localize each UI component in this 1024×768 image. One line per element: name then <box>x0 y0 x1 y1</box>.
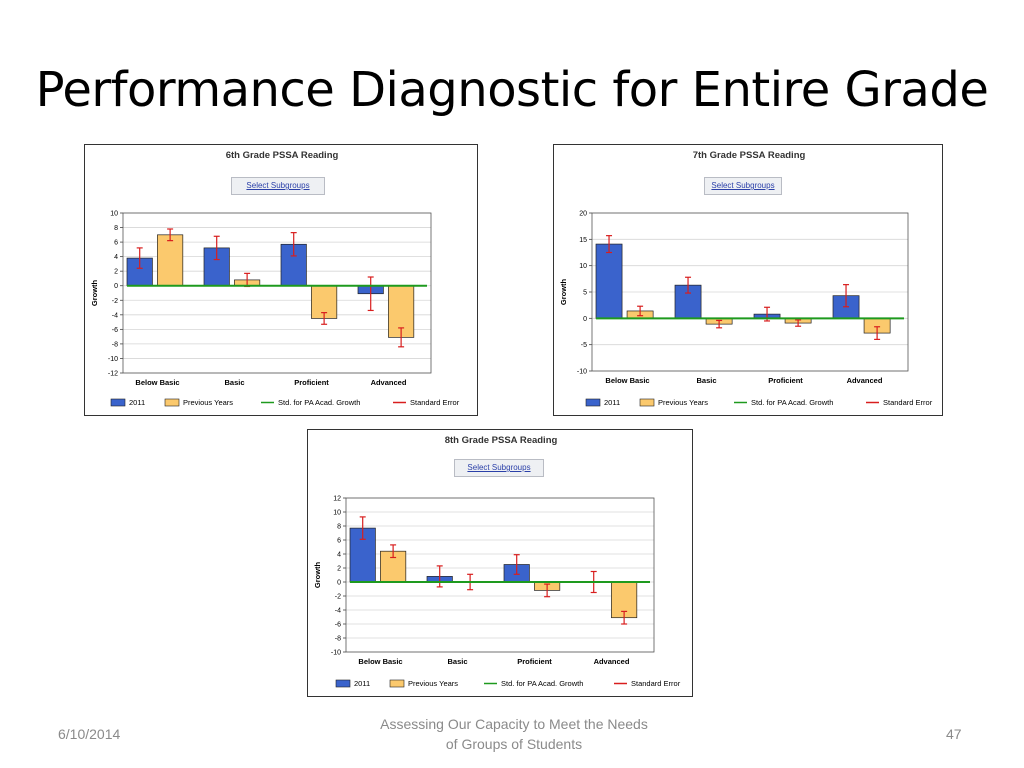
plot-area <box>591 212 909 372</box>
select-subgroups-button[interactable]: Select Subgroups <box>231 177 325 195</box>
legend-swatch-2011 <box>585 398 601 407</box>
legend-swatch-previous-years <box>164 398 180 407</box>
x-tick-label: Advanced <box>371 378 407 387</box>
y-tick-label: -5 <box>581 342 587 349</box>
y-tick-label: 6 <box>114 240 118 247</box>
page-number: 47 <box>946 726 962 742</box>
y-tick-label: 0 <box>337 580 341 587</box>
y-tick-label: -10 <box>331 650 341 657</box>
y-tick-label: 20 <box>579 211 587 218</box>
x-tick-label: Proficient <box>294 378 329 387</box>
chart-title: 7th Grade PSSA Reading <box>693 150 806 161</box>
y-tick-label: 4 <box>114 254 118 261</box>
x-tick-label: Below Basic <box>358 657 402 666</box>
y-tick-label: 10 <box>110 211 118 218</box>
select-subgroups-button[interactable]: Select Subgroups <box>454 459 544 477</box>
y-tick-label: -4 <box>335 608 341 615</box>
legend-label-previous-years: Previous Years <box>183 398 233 407</box>
y-tick-label: 0 <box>114 283 118 290</box>
chart-panel-8th-grade: Select Subgroups 8th Grade PSSA Reading 1… <box>307 429 693 697</box>
footer-center-line2: of Groups of Students <box>445 736 583 752</box>
y-tick-label: -4 <box>112 312 118 319</box>
legend-label-standard-error: Standard Error <box>410 398 460 407</box>
plot-area <box>345 497 655 653</box>
legend-swatch-2011 <box>335 679 351 688</box>
chart-7th-grade-svg: 7th Grade PSSA Reading 20 15 10 5 0 -5 -10 Growt… <box>559 150 933 407</box>
select-subgroups-button[interactable]: Select Subgroups <box>704 177 782 195</box>
footer-center-line1: Assessing Our Capacity to Meet the Needs <box>380 716 648 732</box>
x-tick-label: Proficient <box>768 376 803 385</box>
y-tick-label: -8 <box>335 636 341 643</box>
y-tick-label: -2 <box>335 594 341 601</box>
y-tick-label: 8 <box>337 524 341 531</box>
y-tick-label: 5 <box>583 290 587 297</box>
chart-6th-grade-svg: 6th Grade PSSA Reading 10 8 6 4 2 0 -2 -4 -6 -8 -10… <box>90 150 460 407</box>
y-tick-label: 4 <box>337 552 341 559</box>
y-tick-label: 8 <box>114 225 118 232</box>
slide-title: Performance Diagnostic for Entire Grade <box>35 62 989 118</box>
legend-label-previous-years: Previous Years <box>408 679 458 688</box>
footer-date: 6/10/2014 <box>58 726 121 742</box>
x-tick-label: Advanced <box>594 657 630 666</box>
x-tick-label: Basic <box>696 376 716 385</box>
y-axis-label: Growth <box>90 279 99 306</box>
y-tick-label: 2 <box>337 566 341 573</box>
legend-swatch-2011 <box>110 398 126 407</box>
y-axis-label: Growth <box>559 278 568 305</box>
legend-label-2011: 2011 <box>354 679 370 688</box>
legend-swatch-previous-years <box>389 679 405 688</box>
y-tick-label: 6 <box>337 538 341 545</box>
y-tick-label: -6 <box>112 327 118 334</box>
y-axis-label: Growth <box>313 561 322 588</box>
x-tick-label: Below Basic <box>605 376 649 385</box>
footer-center: Assessing Our Capacity to Meet the Needs… <box>355 714 673 754</box>
y-tick-label: 2 <box>114 269 118 276</box>
chart-8th-grade-svg: 8th Grade PSSA Reading 12 10 8 6 4 2 0 -2 -4 -6 -8 -… <box>313 435 681 688</box>
legend-label-std-growth: Std. for PA Acad. Growth <box>501 679 583 688</box>
y-tick-label: 0 <box>583 316 587 323</box>
bar-2011 <box>595 243 623 319</box>
chart-panel-6th-grade: Select Subgroups 6th Grade PSSA Reading 1… <box>84 144 478 416</box>
y-tick-label: -10 <box>108 356 118 363</box>
y-tick-label: 10 <box>333 510 341 517</box>
chart-title: 8th Grade PSSA Reading <box>445 435 558 446</box>
y-tick-label: -6 <box>335 622 341 629</box>
bar-previous-years <box>157 234 184 287</box>
y-tick-label: -8 <box>112 341 118 348</box>
legend-label-2011: 2011 <box>129 398 145 407</box>
chart-title: 6th Grade PSSA Reading <box>226 150 339 161</box>
legend-label-standard-error: Standard Error <box>883 398 933 407</box>
legend-label-2011: 2011 <box>604 398 620 407</box>
y-tick-label: -12 <box>108 371 118 378</box>
chart-panel-7th-grade: Select Subgroups 7th Grade PSSA Reading 2… <box>553 144 943 416</box>
x-tick-label: Below Basic <box>135 378 179 387</box>
legend-label-standard-error: Standard Error <box>631 679 681 688</box>
legend-swatch-previous-years <box>639 398 655 407</box>
legend-label-std-growth: Std. for PA Acad. Growth <box>278 398 360 407</box>
y-tick-label: 10 <box>579 263 587 270</box>
plot-area <box>122 212 432 374</box>
y-tick-label: 15 <box>579 237 587 244</box>
y-tick-label: -2 <box>112 298 118 305</box>
legend-label-previous-years: Previous Years <box>658 398 708 407</box>
x-tick-label: Advanced <box>847 376 883 385</box>
y-tick-label: 12 <box>333 496 341 503</box>
legend-label-std-growth: Std. for PA Acad. Growth <box>751 398 833 407</box>
x-tick-label: Proficient <box>517 657 552 666</box>
x-tick-label: Basic <box>224 378 244 387</box>
y-tick-label: -10 <box>577 369 587 376</box>
x-tick-label: Basic <box>447 657 467 666</box>
